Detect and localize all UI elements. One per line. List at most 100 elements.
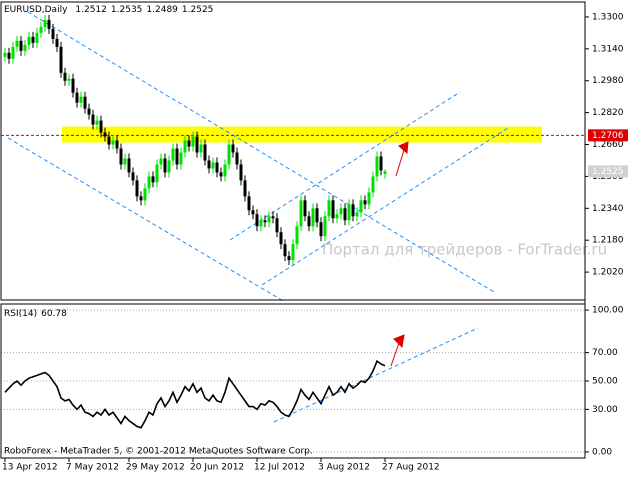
candle-body [155, 164, 159, 183]
candle-body [147, 176, 151, 189]
y-tick-label: 1.2980 [592, 76, 624, 86]
candle-body [231, 144, 235, 153]
candle-body [279, 232, 283, 245]
candle-body [247, 196, 251, 211]
x-tick-label: 29 May 2012 [126, 463, 185, 473]
candle-body [287, 256, 291, 261]
candle-body [179, 152, 183, 165]
candle-body [135, 180, 139, 197]
candle-body [319, 222, 323, 237]
candle-body [47, 19, 51, 29]
y-tick-label: 1.2660 [592, 140, 624, 150]
watermark: Портал для трейдеров - ForTrader.ru [322, 241, 607, 259]
candle-body [63, 72, 67, 81]
rsi-line [4, 359, 386, 429]
candle-body [363, 200, 367, 205]
low: 1.2489 [146, 5, 178, 15]
candle-body [171, 148, 175, 161]
forecast-arrows [390, 141, 409, 367]
close: 1.2525 [182, 5, 214, 15]
candle-body [267, 216, 271, 223]
rsi-name: RSI(14) [4, 309, 37, 319]
open: 1.2512 [75, 5, 107, 15]
candle-body [375, 156, 379, 177]
copyright: RoboForex - MetaTrader 5, © 2001-2012 Me… [4, 447, 313, 457]
candle-body [83, 96, 87, 109]
candle-body [359, 200, 363, 213]
candle-body [263, 220, 267, 223]
candle-body [271, 216, 275, 219]
candle-body [339, 208, 343, 215]
candle-body [175, 148, 179, 165]
candle-body [87, 108, 91, 115]
candle-body [191, 136, 195, 147]
candle-body [203, 144, 207, 161]
candle-body [107, 136, 111, 145]
candle-body [199, 144, 203, 153]
candle-body [239, 164, 243, 181]
y-tick-label: 1.3140 [592, 44, 624, 54]
rsi-panel-frame [0, 303, 586, 459]
candle-body [79, 96, 83, 103]
candle-body [51, 28, 55, 39]
candle-body [99, 120, 103, 133]
zone [62, 126, 542, 143]
x-tick-label: 7 May 2012 [66, 463, 119, 473]
symbol: EURUSD,Daily [4, 5, 68, 15]
candle-body [195, 136, 199, 153]
candle-body [35, 32, 39, 43]
candle-body [103, 132, 107, 137]
x-tick-label: 27 Aug 2012 [382, 463, 440, 473]
x-tick-label: 13 Apr 2012 [2, 463, 58, 473]
candle-body [315, 208, 319, 223]
candle-body [235, 152, 239, 165]
candle-body [163, 158, 167, 173]
y-tick-label: 1.2820 [592, 108, 624, 118]
last-price-box [588, 165, 628, 178]
rsi-y-tick-label: 70.00 [592, 348, 618, 358]
candle-body [259, 220, 263, 227]
main-panel-frame [0, 1, 586, 301]
candle-body [251, 210, 255, 215]
candle-body [323, 216, 327, 237]
candle-body [331, 200, 335, 219]
candle-body [343, 208, 347, 221]
candle-body [131, 172, 135, 181]
candle-body [43, 19, 47, 27]
candle-body [299, 200, 303, 227]
x-tick-label: 12 Jul 2012 [254, 463, 305, 473]
rsi-y-tick-label: 100.00 [592, 306, 624, 316]
last-price-label: 1.2525 [592, 167, 624, 177]
candle-body [215, 162, 219, 173]
candle-body [27, 36, 31, 45]
candle-body [31, 36, 35, 43]
y-tick-label: 1.2340 [592, 204, 624, 214]
candle-body [119, 148, 123, 165]
candle-body [59, 46, 63, 73]
candle-body [187, 140, 191, 147]
rsi-y-tick-label: 0.00 [592, 447, 612, 457]
candle-body [123, 158, 127, 165]
x-tick-label: 20 Jun 2012 [190, 463, 244, 473]
high: 1.2535 [111, 5, 143, 15]
candle-body [91, 114, 95, 125]
candle-body [283, 244, 287, 257]
y-tick-label: 1.3300 [592, 12, 624, 22]
candle-body [223, 164, 227, 177]
candle-body [151, 176, 155, 183]
candle-body [207, 160, 211, 169]
y-tick-label: 1.2180 [592, 236, 624, 246]
candle-body [295, 226, 299, 245]
x-tick-label: 3 Aug 2012 [318, 463, 370, 473]
candle-body [367, 192, 371, 205]
candle-body [11, 46, 15, 59]
candle-body [303, 200, 307, 217]
level-label-box [588, 129, 628, 142]
rsi-title: RSI(14) 60.78 [4, 309, 67, 319]
candle-body [115, 140, 119, 149]
candle-body [19, 40, 23, 51]
candle-body [167, 160, 171, 173]
rsi-y-tick-label: 50.00 [592, 377, 618, 387]
candle-body [55, 38, 59, 47]
